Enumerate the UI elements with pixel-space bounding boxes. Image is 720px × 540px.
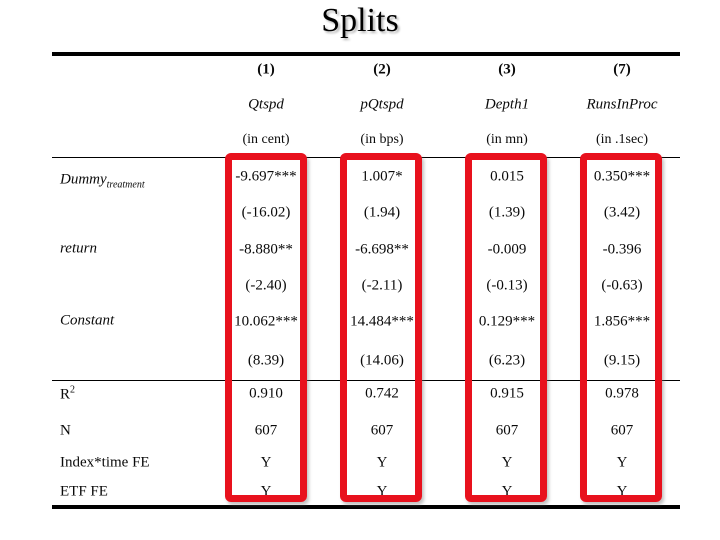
stat-value: 0.915	[490, 385, 524, 402]
column-number: (2)	[373, 61, 391, 78]
variable-name: Qtspd	[248, 96, 284, 113]
t-stat-cell: (3.42)	[603, 204, 641, 221]
stat-value: 607	[610, 422, 634, 439]
unit-label: (in mn)	[486, 132, 528, 147]
estimate-cell: 1.856***	[593, 313, 651, 330]
estimate-cell: 0.129***	[478, 313, 536, 330]
estimate-cell: 14.484***	[350, 313, 414, 330]
table-bottom-rule	[52, 505, 680, 509]
t-stat-cell: (-2.11)	[361, 277, 403, 294]
row-label-main: return	[60, 240, 97, 257]
row-label-constant: Constant	[60, 313, 114, 332]
row-label-index-time-fe: Index*time FE	[60, 454, 150, 471]
estimate-cell: -0.396	[602, 241, 642, 258]
t-stat-cell: (1.94)	[363, 204, 401, 221]
estimate-cell: -8.880**	[239, 241, 293, 258]
stat-value: Y	[376, 483, 388, 500]
t-stat-cell: (-2.40)	[245, 277, 287, 294]
stat-value: Y	[501, 454, 513, 471]
t-stat-cell: (9.15)	[603, 352, 641, 369]
stat-value: 607	[254, 422, 278, 439]
stat-value: Y	[260, 483, 272, 500]
row-label-return: return	[60, 241, 97, 260]
unit-label: (in .1sec)	[595, 132, 649, 147]
stat-value: Y	[501, 483, 513, 500]
stat-value: 0.910	[249, 385, 283, 402]
t-stat-cell: (6.23)	[488, 352, 526, 369]
estimate-cell: -9.697***	[235, 168, 297, 185]
table-header-rule	[52, 157, 680, 158]
table-stats-rule	[52, 380, 680, 381]
variable-name: RunsInProc	[586, 96, 658, 113]
row-label-dummy-treatment: Dummytreatment	[60, 172, 145, 191]
row-label-superscript: 2	[70, 384, 76, 396]
t-stat-cell: (14.06)	[360, 352, 404, 369]
column-number: (3)	[498, 61, 516, 78]
row-label-subscript: treatment	[106, 179, 145, 191]
estimate-cell: 0.015	[490, 168, 524, 185]
row-label-main: Constant	[60, 312, 115, 329]
table-top-rule	[52, 52, 680, 56]
row-label-etf-fe: ETF FE	[60, 483, 108, 500]
estimate-cell: 0.350***	[593, 168, 651, 185]
stat-value: 607	[370, 422, 394, 439]
column-number: (1)	[257, 61, 275, 78]
stat-value: Y	[376, 454, 388, 471]
row-label-main: Dummy	[60, 171, 107, 188]
t-stat-cell: (-0.63)	[601, 277, 643, 294]
t-stat-cell: (1.39)	[488, 204, 526, 221]
row-label-r-squared: R2	[60, 385, 75, 404]
stat-value: Y	[616, 454, 628, 471]
unit-label: (in bps)	[360, 132, 404, 147]
row-label-n: N	[60, 422, 71, 439]
variable-name: Depth1	[484, 96, 530, 113]
stat-value: 0.978	[605, 385, 639, 402]
t-stat-cell: (-0.13)	[486, 277, 528, 294]
stat-value: Y	[616, 483, 628, 500]
t-stat-cell: (-16.02)	[241, 204, 291, 221]
estimate-cell: 1.007*	[361, 168, 403, 185]
stat-value: 0.742	[365, 385, 399, 402]
t-stat-cell: (8.39)	[247, 352, 285, 369]
stat-value: Y	[260, 454, 272, 471]
variable-name: pQtspd	[360, 96, 404, 113]
estimate-cell: -6.698**	[355, 241, 409, 258]
unit-label: (in cent)	[242, 132, 290, 147]
column-number: (7)	[613, 61, 631, 78]
estimate-cell: 10.062***	[234, 313, 298, 330]
stat-value: 607	[495, 422, 519, 439]
row-label-main: R	[60, 386, 71, 403]
slide-title: Splits	[321, 2, 399, 39]
estimate-cell: -0.009	[487, 241, 527, 258]
